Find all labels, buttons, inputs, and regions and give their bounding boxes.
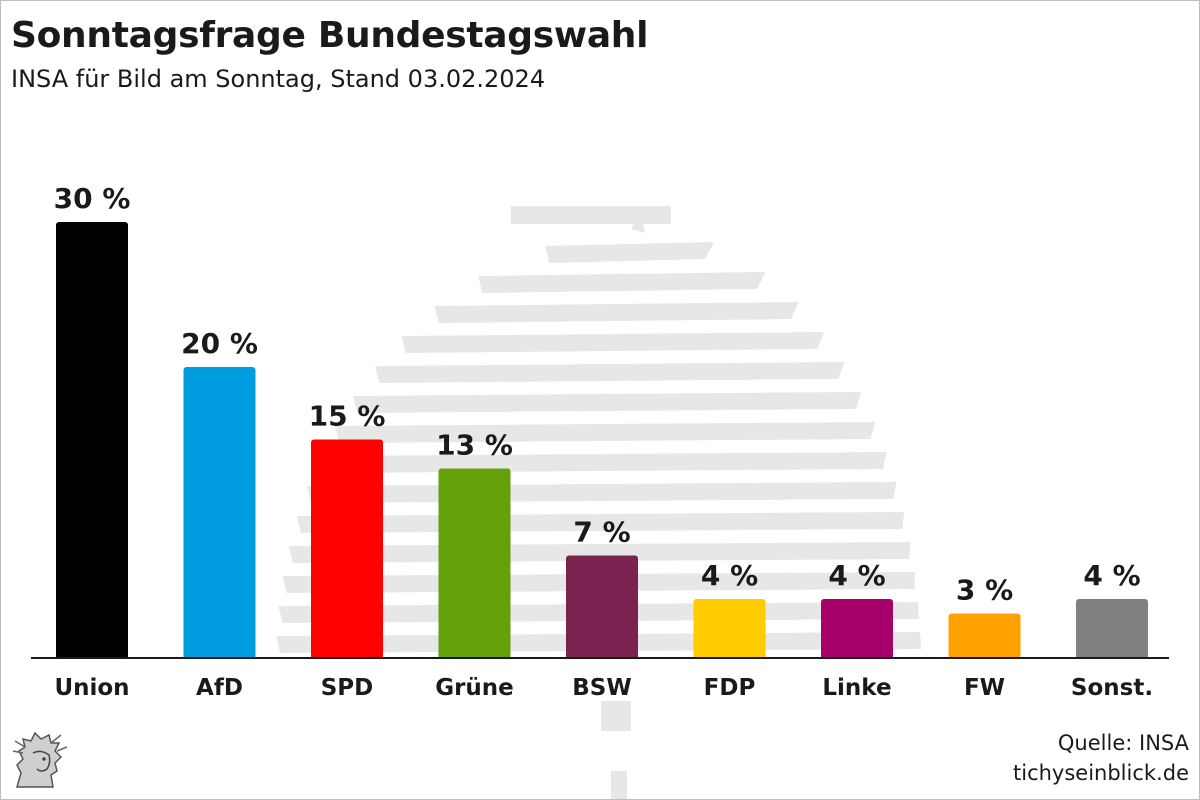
source-label: Quelle: INSA bbox=[1057, 731, 1189, 755]
bar-bsw bbox=[566, 555, 638, 659]
bar-sonst bbox=[1076, 599, 1148, 659]
dome-stripe bbox=[545, 242, 715, 263]
value-label: 13 % bbox=[436, 429, 513, 462]
dome-stripe bbox=[434, 302, 799, 323]
category-label: Linke bbox=[822, 675, 891, 701]
dome-cap bbox=[511, 206, 671, 224]
dome-stripe bbox=[401, 332, 825, 353]
dome-stem bbox=[601, 701, 631, 731]
dome-stripe bbox=[319, 452, 887, 473]
dome-stem bbox=[611, 771, 627, 799]
category-label: FDP bbox=[704, 675, 756, 701]
dome-stripe bbox=[307, 482, 897, 503]
value-label: 4 % bbox=[828, 559, 885, 592]
category-label: FW bbox=[964, 675, 1005, 701]
bars-group bbox=[56, 222, 1148, 659]
value-label: 3 % bbox=[956, 574, 1013, 607]
category-label: AfD bbox=[196, 675, 243, 701]
bar-fdp bbox=[693, 599, 766, 659]
value-label: 15 % bbox=[309, 400, 386, 433]
category-label: Sonst. bbox=[1071, 675, 1153, 701]
bar-grüne bbox=[438, 468, 511, 659]
dome-stripe bbox=[353, 392, 862, 413]
chart-title: Sonntagsfrage Bundestagswahl bbox=[11, 15, 649, 56]
category-label: Grüne bbox=[435, 675, 514, 701]
dome-stripe bbox=[334, 422, 876, 443]
value-labels-group: 30 % 20 % 15 % 13 % 7 % 4 % 4 % 3 % 4 % bbox=[54, 182, 1141, 607]
value-label: 4 % bbox=[701, 559, 758, 592]
value-label: 7 % bbox=[573, 516, 630, 549]
category-label: SPD bbox=[321, 675, 374, 701]
value-label: 30 % bbox=[54, 182, 131, 215]
bar-afd bbox=[183, 367, 256, 659]
category-label: BSW bbox=[572, 675, 631, 701]
bar-union bbox=[56, 222, 128, 659]
value-label: 4 % bbox=[1083, 559, 1140, 592]
chart-subtitle: INSA für Bild am Sonntag, Stand 03.02.20… bbox=[11, 65, 546, 93]
bar-fw bbox=[948, 613, 1021, 659]
category-label: Union bbox=[54, 675, 129, 701]
value-label: 20 % bbox=[181, 327, 258, 360]
dome-stripe bbox=[478, 272, 766, 293]
dome-stripe bbox=[375, 362, 845, 383]
bar-spd bbox=[311, 439, 383, 659]
category-labels-group: Union AfD SPD Grüne BSW FDP Linke FW Sonst. bbox=[54, 675, 1153, 701]
website-label: tichyseinblick.de bbox=[1013, 761, 1189, 785]
bar-linke bbox=[821, 599, 893, 659]
mercury-head-logo-icon bbox=[11, 729, 71, 795]
